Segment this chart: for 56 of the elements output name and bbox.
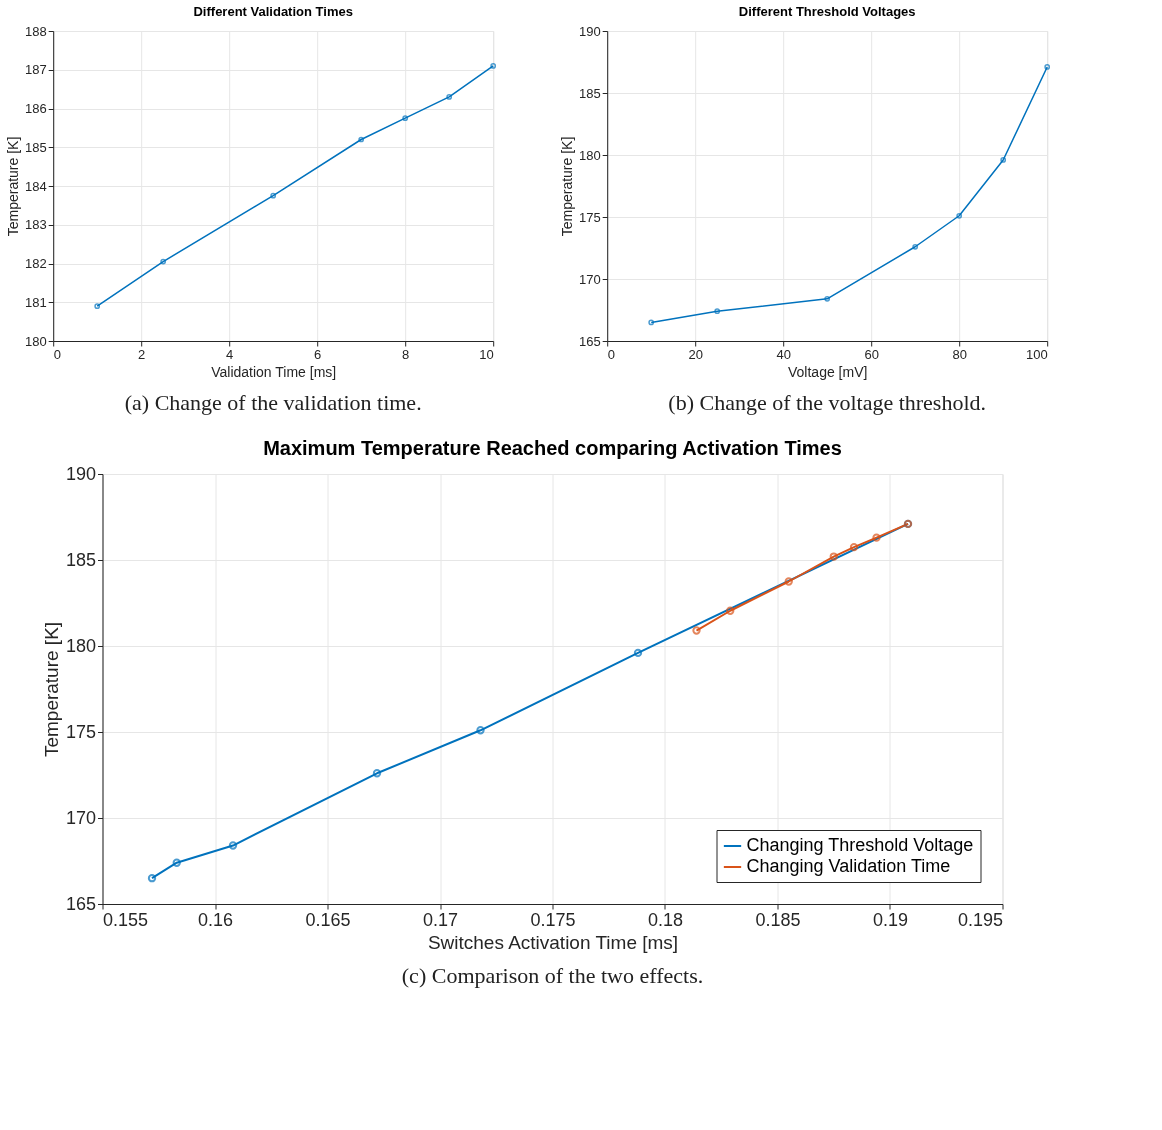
- x-tick-label: 40: [776, 346, 791, 362]
- x-tick-label: 0.165: [305, 909, 351, 930]
- y-tick-label: 184: [24, 178, 47, 194]
- x-tick-label: 0.185: [755, 909, 801, 930]
- x-tick-label: 0: [607, 346, 615, 362]
- legend-label: Changing Validation Time: [746, 856, 951, 876]
- y-tick-label: 180: [578, 147, 601, 163]
- chart-title: Maximum Temperature Reached comparing Activation Times: [263, 437, 842, 459]
- x-tick-label: 20: [688, 346, 703, 362]
- y-tick-label: 181: [24, 294, 47, 310]
- y-tick-label: 185: [578, 85, 601, 101]
- x-tick-label: 0.175: [530, 909, 576, 930]
- x-tick-label: 0: [53, 346, 61, 362]
- chart-title: Different Validation Times: [193, 4, 353, 19]
- x-tick-label: 0.17: [422, 909, 459, 930]
- chart-title: Different Threshold Voltages: [738, 4, 916, 19]
- x-tick-label: 0.195: [957, 909, 1003, 930]
- text: (b) Change of the voltage threshold.: [668, 390, 987, 415]
- y-tick-label: 182: [24, 256, 47, 271]
- y-tick-label: 186: [24, 101, 47, 116]
- y-tick-label: 165: [578, 333, 601, 349]
- x-tick-label: 100: [1025, 346, 1048, 362]
- text: (a) Change of the validation time.: [124, 390, 422, 415]
- y-tick-label: 175: [578, 209, 601, 225]
- y-tick-label: 165: [65, 893, 96, 914]
- y-tick-label: 170: [65, 807, 96, 828]
- y-tick-label: 188: [24, 23, 47, 39]
- x-tick-label: 0.16: [197, 909, 234, 930]
- x-axis-title: Validation Time [ms]: [211, 363, 337, 380]
- x-tick-label: 8: [402, 346, 410, 362]
- x-tick-label: 80: [952, 346, 967, 362]
- y-tick-label: 190: [578, 23, 601, 39]
- y-axis-title: Temperature [K]: [40, 621, 62, 758]
- y-tick-label: 185: [65, 549, 96, 570]
- x-tick-label: 0.19: [872, 909, 909, 930]
- x-tick-label: 4: [226, 346, 234, 362]
- x-tick-label: 0.18: [647, 909, 684, 930]
- x-tick-label: 2: [138, 346, 146, 362]
- y-tick-label: 190: [65, 463, 96, 484]
- x-tick-label: 60: [864, 346, 879, 362]
- y-axis-title: Temperature [K]: [5, 136, 21, 237]
- y-tick-label: 180: [65, 635, 96, 656]
- y-tick-label: 170: [578, 271, 601, 287]
- x-tick-label: 0.155: [103, 909, 149, 930]
- x-tick-label: 10: [479, 346, 494, 362]
- y-tick-label: 187: [24, 62, 47, 78]
- y-tick-label: 185: [24, 139, 47, 155]
- y-tick-label: 175: [65, 721, 96, 742]
- text: (c) Comparison of the two effects.: [401, 963, 704, 988]
- x-axis-title: Voltage [mV]: [787, 363, 868, 380]
- legend-label: Changing Threshold Voltage: [746, 835, 974, 855]
- y-tick-label: 180: [24, 333, 47, 349]
- y-axis-title: Temperature [K]: [559, 136, 575, 237]
- x-axis-title: Switches Activation Time [ms]: [427, 931, 679, 953]
- x-tick-label: 6: [314, 346, 322, 362]
- y-tick-label: 183: [24, 217, 47, 233]
